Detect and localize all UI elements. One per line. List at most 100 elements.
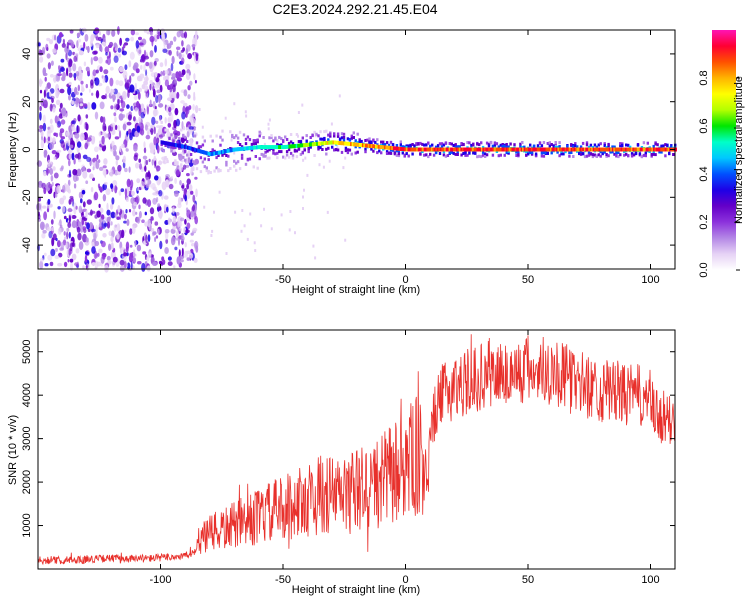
spectrogram-ridge-cell bbox=[339, 141, 342, 146]
spectrogram-ridge-cell bbox=[291, 154, 295, 158]
spectrogram-noise-cell bbox=[74, 132, 80, 139]
spectrogram-ridge-cell bbox=[464, 153, 467, 157]
spectrogram-noise-cell bbox=[157, 228, 160, 235]
spectrogram-noise-cell bbox=[192, 204, 196, 212]
spectrogram-noise-cell bbox=[39, 89, 43, 94]
spectrogram-noise-cell bbox=[74, 153, 79, 159]
spectrogram-noise-cell bbox=[46, 82, 51, 89]
spectrogram-ridge-cell bbox=[294, 144, 297, 148]
spectrogram-noise-cell bbox=[43, 152, 47, 158]
spectrogram-ridge-cell bbox=[600, 147, 602, 152]
spectrogram-ridge-cell bbox=[546, 142, 549, 145]
spectrogram-ridge-cell bbox=[336, 148, 340, 152]
spectrogram-noise-cell bbox=[181, 185, 185, 189]
spectrogram-noise-cell bbox=[102, 255, 106, 260]
spectrogram-ridge-cell bbox=[666, 143, 669, 147]
spectrogram-noise-cell bbox=[176, 91, 180, 99]
spectrogram-noise-cell bbox=[123, 43, 126, 49]
spectrogram-noise-cell bbox=[45, 86, 48, 92]
spectrogram-noise-cell bbox=[113, 150, 117, 157]
spectrogram-noise-cell bbox=[82, 103, 88, 107]
spectrogram-ridge-cell bbox=[569, 147, 572, 152]
spectrogram-noise-cell bbox=[159, 240, 163, 250]
spectrogram-noise-cell bbox=[185, 63, 191, 70]
spectrogram-noise-cell bbox=[117, 47, 122, 53]
spectrogram-noise-cell bbox=[172, 206, 175, 214]
spectrogram-noise-cell bbox=[194, 176, 198, 180]
spectrogram-ridge-cell bbox=[354, 145, 357, 149]
spectrogram-noise-cell bbox=[112, 98, 115, 103]
spectrogram-noise-cell bbox=[133, 145, 138, 152]
spectrogram-noise-cell bbox=[328, 159, 331, 163]
spectrogram-ridge-cell bbox=[554, 145, 557, 149]
spectrogram-ridge-cell bbox=[178, 146, 181, 150]
spectrogram-noise-cell bbox=[90, 186, 94, 193]
spectrogram-noise-cell bbox=[92, 50, 98, 55]
spectrogram-ridge-cell bbox=[504, 147, 507, 152]
spectrogram-ridge-cell bbox=[239, 146, 242, 151]
spectrogram-ridge-cell bbox=[162, 149, 165, 153]
spectrogram-noise-cell bbox=[129, 51, 135, 60]
spectrogram-noise-cell bbox=[135, 162, 140, 169]
spectrogram-noise-cell bbox=[39, 125, 44, 130]
spectrogram-ridge-cell bbox=[281, 145, 283, 150]
spectrogram-ridge-cell bbox=[385, 152, 389, 155]
spectrogram-ridge-cell bbox=[432, 153, 436, 157]
spectrogram-noise-cell bbox=[98, 31, 102, 36]
spectrogram-ridge-cell bbox=[435, 147, 438, 152]
spectrogram-ridge-cell bbox=[401, 151, 404, 155]
spectrogram-noise-cell bbox=[37, 128, 43, 132]
spectrogram-ridge-cell bbox=[272, 151, 275, 155]
spectrogram-ridge-cell bbox=[352, 136, 355, 139]
spectrogram-noise-cell bbox=[49, 168, 54, 175]
spectrogram-ridge-cell bbox=[664, 147, 667, 152]
spectrogram-noise-cell bbox=[71, 123, 75, 132]
spectrogram-ridge-cell bbox=[558, 145, 561, 148]
spectrogram-noise-cell bbox=[267, 127, 270, 131]
spectrogram-noise-cell bbox=[101, 41, 106, 46]
spectrogram-ridge-cell bbox=[570, 143, 573, 147]
spectrogram-noise-cell bbox=[104, 132, 107, 139]
spectrogram-ridge-cell bbox=[276, 142, 279, 146]
spectrogram-ridge-cell bbox=[655, 147, 658, 152]
spectrogram-noise-cell bbox=[68, 66, 72, 73]
spectrogram-ridge-cell bbox=[272, 145, 275, 150]
spectrogram-ridge-cell bbox=[491, 144, 495, 148]
spectrogram-ridge-cell bbox=[576, 145, 579, 149]
spectrogram-ridge-cell bbox=[550, 151, 553, 155]
spectrogram-noise-cell bbox=[53, 172, 59, 179]
spectrogram-noise-cell bbox=[136, 244, 142, 252]
spectrogram-ridge-cell bbox=[231, 133, 234, 137]
spectrogram-noise-cell bbox=[55, 89, 60, 99]
spectrogram-ridge-cell bbox=[411, 152, 414, 156]
spectrogram-noise-cell bbox=[225, 252, 228, 255]
spectrogram-ridge-cell bbox=[185, 145, 188, 150]
spectrogram-ridge-cell bbox=[608, 147, 611, 152]
spectrogram-noise-cell bbox=[94, 240, 100, 247]
spectrogram-ridge-cell bbox=[485, 147, 488, 152]
spectrogram-ridge-cell bbox=[668, 151, 671, 155]
spectrogram-ridge-cell bbox=[445, 147, 448, 152]
spectrogram-noise-cell bbox=[90, 209, 93, 216]
spectrogram-ridge-cell bbox=[413, 144, 416, 148]
spectrogram-noise-cell bbox=[147, 234, 151, 243]
spectrogram-ridge-cell bbox=[395, 144, 399, 147]
spectrogram-ridge-cell bbox=[241, 146, 244, 151]
spectrogram-ridge-cell bbox=[264, 150, 267, 154]
spectrogram-noise-cell bbox=[48, 203, 53, 208]
spectrogram-noise-cell bbox=[171, 55, 175, 65]
spectrogram-noise-cell bbox=[49, 103, 53, 112]
spectrogram-ridge-cell bbox=[525, 147, 528, 152]
spectrogram-ridge-cell bbox=[319, 137, 322, 141]
spectrogram-ridge-cell bbox=[613, 145, 616, 149]
spectrogram-ridge-cell bbox=[364, 143, 367, 148]
spectrogram-ridge-cell bbox=[615, 154, 618, 157]
spectrogram-noise-cell bbox=[157, 206, 162, 211]
spectrogram-ridge-cell bbox=[225, 163, 228, 167]
spectrogram-noise-cell bbox=[166, 206, 169, 213]
colorbar-title: Normalized spectral amplitude bbox=[733, 76, 745, 224]
spectrogram-ridge-cell bbox=[268, 156, 271, 160]
colorbar-tick-label: 0.0 bbox=[698, 262, 710, 277]
spectrogram-noise-cell bbox=[119, 37, 122, 47]
